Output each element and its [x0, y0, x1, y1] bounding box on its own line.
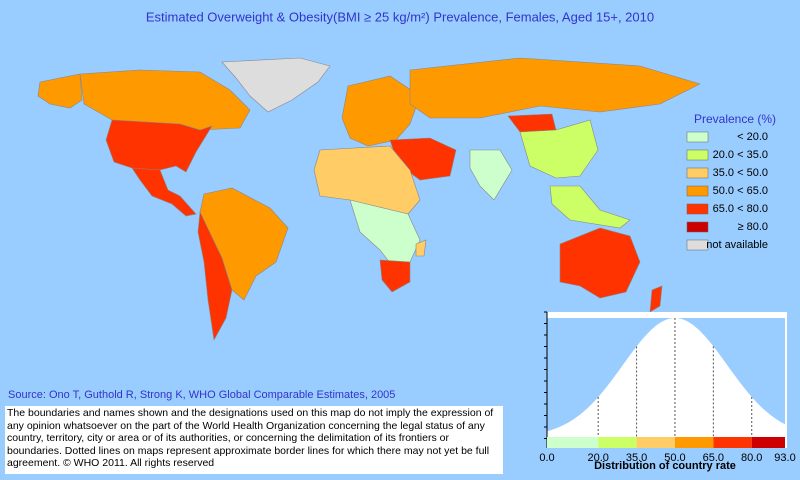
distribution-x-label: Distribution of country rate: [594, 460, 736, 472]
x-tick-label: 35.0: [626, 452, 647, 464]
mexico-central-america: [131, 167, 197, 217]
usa: [105, 119, 213, 181]
southeast-asia: [549, 185, 631, 229]
x-tick-label: 0.0: [539, 452, 554, 464]
map-title: Estimated Overweight & Obesity(BMI ≥ 25 …: [146, 9, 654, 24]
legend: < 20.0 20.0 < 35.0 35.0 < 50.0 50.0 < 65.0 6…: [686, 131, 768, 251]
legend-label: 50.0 < 65.0: [713, 185, 768, 197]
legend-label: < 20.0: [737, 131, 768, 143]
legend-swatch: [686, 239, 709, 251]
legend-title: Prevalence (%): [694, 112, 776, 126]
source-note: Source: Ono T, Guthold R, Strong K, WHO …: [8, 389, 395, 401]
distribution-band: [713, 437, 752, 448]
distribution-band: [598, 437, 637, 448]
legend-swatch: [686, 185, 709, 197]
russia: [409, 57, 701, 119]
x-tick-label: 50.0: [664, 452, 685, 464]
legend-label: 20.0 < 35.0: [713, 149, 768, 161]
madagascar: [415, 239, 427, 257]
distribution-band: [751, 437, 785, 448]
world-map: [37, 57, 701, 341]
x-tick-label: 65.0: [703, 452, 724, 464]
alaska: [37, 73, 83, 109]
distribution-chart: 0.0 20.0 35.0 50.0 65.0 80.0 93.0: [539, 311, 796, 464]
x-tick-label: 93.0: [774, 452, 795, 464]
distribution-band: [547, 437, 599, 448]
legend-swatch: [686, 167, 709, 179]
andes: [197, 210, 233, 341]
india: [469, 149, 513, 201]
distribution-curve: [547, 318, 785, 432]
legend-label: 65.0 < 80.0: [713, 203, 768, 215]
distribution-band: [636, 437, 675, 448]
legend-label: not available: [706, 239, 768, 251]
x-tick-label: 80.0: [741, 452, 762, 464]
legend-swatch: [686, 131, 709, 143]
legend-label: ≥ 80.0: [737, 221, 768, 233]
south-africa: [379, 259, 411, 293]
disclaimer: The boundaries and names shown and the d…: [5, 406, 503, 474]
europe: [341, 75, 421, 147]
legend-swatch: [686, 149, 709, 161]
canada: [79, 69, 251, 131]
legend-swatch: [686, 203, 709, 215]
china: [519, 119, 599, 179]
legend-swatch: [686, 221, 709, 233]
new-zealand: [649, 285, 663, 313]
legend-label: 35.0 < 50.0: [713, 167, 768, 179]
mongolia: [507, 113, 557, 133]
greenland: [221, 57, 331, 113]
x-tick-label: 20.0: [587, 452, 608, 464]
distribution-band: [674, 437, 714, 448]
australia: [559, 227, 641, 299]
